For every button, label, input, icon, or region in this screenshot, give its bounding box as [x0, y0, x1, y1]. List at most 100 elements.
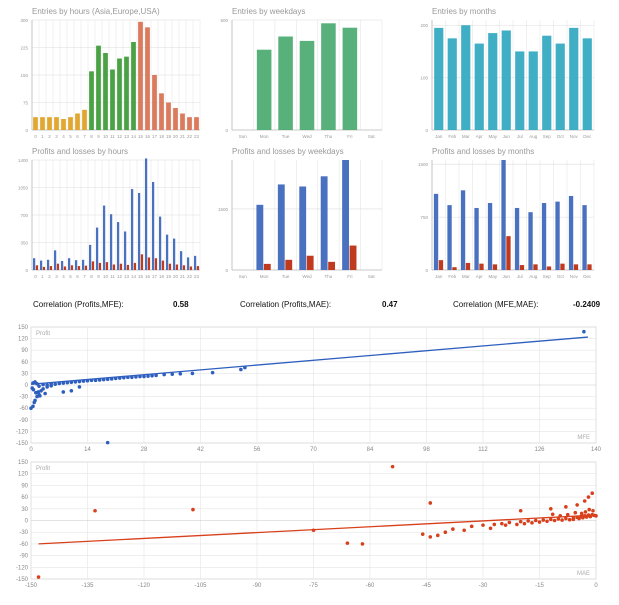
y-tick-label: 1500 [418, 162, 429, 167]
data-point [581, 515, 585, 520]
profit-bar [582, 205, 587, 270]
loss-bar [465, 262, 471, 270]
x-tick-label: Tue [282, 134, 290, 139]
x-tick-label: Sat [368, 274, 376, 279]
y-tick-label: 0 [225, 268, 228, 273]
bar [180, 113, 185, 130]
trend-line [30, 336, 588, 385]
x-tick-label: 20 [173, 274, 179, 279]
x-tick-label: 15 [138, 274, 144, 279]
chart-entries-weekdays: Entries by weekdays 0 500 Sun Mon Tue Wed Thu Fr… [220, 7, 383, 139]
bar [474, 43, 484, 131]
data-point [552, 518, 557, 523]
y-tick-label: 750 [420, 215, 428, 220]
bar [434, 27, 444, 130]
y-tick-label: 150 [18, 325, 29, 331]
x-tick-label: 18 [159, 274, 165, 279]
y-tick-label: 1400 [18, 158, 29, 163]
x-tick-label: Sep [543, 274, 552, 279]
loss-bar [154, 258, 158, 270]
bar [569, 27, 579, 130]
x-tick-label: 14 [131, 134, 137, 139]
correlation-label: Correlation (Profits,MFE): [33, 300, 124, 309]
chart-pl-weekdays: Profits and losses by weekdays 0 1500 Sun Mo… [218, 147, 383, 279]
data-point [591, 508, 595, 513]
loss-bar [98, 262, 102, 270]
y-tick-label: 150 [18, 460, 29, 466]
x-tick-label: 0 [34, 134, 37, 139]
x-tick-label: 9 [97, 134, 100, 139]
data-point [190, 371, 195, 376]
bar [555, 43, 565, 131]
y-tick-label: 0 [425, 128, 428, 133]
x-tick-label: 18 [159, 134, 165, 139]
y-tick-label: 100 [420, 76, 428, 81]
x-tick-label: 19 [166, 274, 172, 279]
y-tick-label: -120 [16, 429, 29, 435]
profit-bar [144, 158, 148, 270]
chart-pl-months: Profits and losses by months 0 750 1500 Jan F… [418, 147, 595, 279]
x-tick-label: 2 [48, 134, 51, 139]
data-point [515, 522, 519, 527]
data-point [481, 523, 485, 527]
bar [96, 45, 101, 130]
bar [194, 117, 199, 130]
data-point [583, 510, 588, 514]
chart-title: Entries by months [432, 7, 496, 16]
y-tick-label: -120 [16, 565, 29, 571]
profit-bar [165, 234, 169, 270]
y-tick-label: 225 [20, 46, 28, 51]
x-tick-label: May [488, 134, 497, 139]
profit-bar [299, 186, 307, 270]
data-point [503, 523, 508, 527]
x-tick-label: 3 [55, 274, 58, 279]
data-point [469, 524, 474, 529]
bar [166, 102, 171, 130]
x-tick-label: Jun [503, 134, 511, 139]
profit-bar [39, 260, 43, 270]
x-tick-label: Dec [583, 134, 592, 139]
data-point [579, 511, 584, 516]
data-point [428, 501, 433, 505]
y-tick-label: 500 [220, 18, 228, 23]
x-tick-label: 7 [83, 274, 86, 279]
data-point [545, 519, 549, 524]
x-tick-label: 0 [594, 583, 598, 589]
bar [542, 35, 552, 130]
bar [488, 33, 498, 130]
y-tick-label: 0 [225, 128, 228, 133]
x-tick-label: 23 [194, 134, 200, 139]
y-tick-label: -30 [19, 530, 28, 536]
x-axis-label: MFE [577, 435, 590, 441]
y-tick-label: 30 [21, 371, 28, 377]
data-point [571, 517, 576, 522]
bar [54, 117, 59, 130]
loss-bar [63, 266, 67, 270]
x-tick-label: Sun [239, 134, 248, 139]
x-tick-label: Jun [503, 274, 511, 279]
x-tick-label: Feb [448, 274, 456, 279]
bar [256, 49, 272, 131]
x-tick-label: 112 [478, 447, 488, 453]
bar [152, 75, 157, 130]
data-point [451, 527, 455, 531]
x-tick-label: 14 [131, 274, 137, 279]
loss-bar [77, 266, 81, 270]
data-point [154, 373, 158, 378]
chart-title: Entries by weekdays [232, 7, 305, 16]
chart-title: Profits and losses by months [432, 147, 534, 156]
x-tick-label: Feb [448, 134, 456, 139]
bar [33, 117, 38, 130]
bar [47, 117, 52, 130]
y-tick-label: -90 [19, 418, 28, 424]
x-tick-label: Oct [557, 274, 565, 279]
profit-bar [67, 258, 71, 270]
x-tick-label: Tue [282, 274, 290, 279]
loss-bar [196, 266, 200, 270]
y-tick-label: -150 [16, 577, 29, 583]
x-tick-label: Jul [517, 134, 523, 139]
data-point [420, 532, 425, 536]
chart-title: Entries by hours (Asia,Europe,USA) [32, 7, 160, 16]
data-point [31, 404, 35, 409]
profit-bar [186, 257, 190, 270]
